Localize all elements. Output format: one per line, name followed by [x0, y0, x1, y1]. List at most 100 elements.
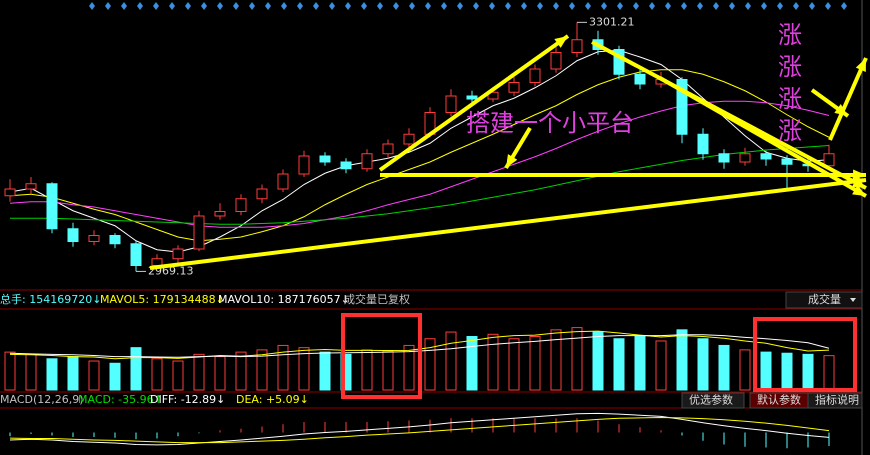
candle-body	[634, 73, 646, 85]
volume-bar	[529, 336, 541, 391]
indicator-diamond	[473, 2, 479, 10]
candle-body	[508, 82, 520, 93]
candle-body	[529, 68, 541, 83]
indicator-diamond	[121, 2, 127, 10]
annotation-arrow	[659, 76, 867, 198]
indicator-diamond	[793, 2, 799, 10]
indicator-diamond	[345, 2, 351, 10]
indicator-diamond	[169, 2, 175, 10]
macd-legend-item: MACD: -35.96↑	[78, 393, 163, 406]
volume-bar	[571, 327, 583, 391]
candle-body	[361, 153, 373, 170]
volume-bar	[109, 362, 121, 391]
macd-legend-item: MACD(12,26,9)	[0, 393, 84, 406]
candle-body	[130, 243, 142, 266]
rise-annotation: 涨	[778, 21, 802, 49]
indicator-diamond	[697, 2, 703, 10]
volume-bar	[277, 344, 289, 391]
indicator-diamond	[281, 2, 287, 10]
rise-annotation: 涨	[778, 53, 802, 81]
candle-body	[340, 161, 352, 170]
indicator-diamond	[713, 2, 719, 10]
candle-body	[466, 95, 478, 100]
volume-bar	[193, 353, 205, 391]
indicator-diamond	[313, 2, 319, 10]
indicator-diamond	[505, 2, 511, 10]
volume-bar	[424, 338, 436, 391]
indicator-diamond	[89, 2, 95, 10]
volume-bar	[697, 338, 709, 391]
candle-body	[46, 183, 58, 230]
volume-bar	[613, 338, 625, 391]
volume-dropdown	[785, 291, 863, 309]
candle-body	[4, 188, 16, 197]
macd-line	[9, 412, 830, 446]
candle-body	[172, 248, 184, 260]
rise-annotation: 涨	[778, 117, 802, 145]
volume-legend-item: 总手: 154169720↓	[0, 292, 101, 306]
candle-body	[214, 211, 226, 217]
indicator-diamond	[601, 2, 607, 10]
candle-body	[718, 153, 730, 163]
volume-bar	[256, 349, 268, 391]
candle-body	[760, 153, 772, 160]
moving-average-line	[9, 69, 830, 242]
indicator-button[interactable]	[807, 392, 863, 409]
volume-bar	[445, 331, 457, 391]
moving-average-line	[9, 100, 830, 228]
platform-annotation: 搭建一个小平台	[466, 109, 634, 137]
candle-body	[382, 143, 394, 155]
indicator-diamond	[841, 2, 847, 10]
candle-body	[235, 198, 247, 212]
indicator-diamond	[649, 2, 655, 10]
indicator-diamond	[745, 2, 751, 10]
candle-body	[823, 153, 835, 167]
candle-body	[697, 133, 709, 155]
rise-annotation: 涨	[778, 85, 802, 113]
highlight-box	[341, 313, 422, 399]
indicator-diamond	[329, 2, 335, 10]
candle-body	[256, 188, 268, 200]
volume-bar	[235, 351, 247, 391]
candle-body	[613, 49, 625, 75]
candle-body	[781, 158, 793, 165]
volume-bar	[655, 340, 667, 391]
indicator-diamond	[553, 2, 559, 10]
indicator-diamond	[249, 2, 255, 10]
indicator-diamond	[377, 2, 383, 10]
volume-dropdown-label: 成交量	[808, 292, 841, 306]
indicator-diamond	[633, 2, 639, 10]
indicator-diamond	[425, 2, 431, 10]
macd-line	[9, 416, 830, 444]
volume-bar	[739, 349, 751, 391]
volume-bar	[802, 353, 814, 391]
indicator-diamond	[441, 2, 447, 10]
moving-average-line	[9, 49, 830, 253]
indicator-diamond	[585, 2, 591, 10]
arrow-head	[852, 184, 866, 196]
arrow-head	[853, 169, 866, 181]
volume-legend-item: 成交量已复权	[344, 292, 410, 306]
indicator-diamond	[265, 2, 271, 10]
candle-body	[277, 173, 289, 190]
indicator-button[interactable]	[681, 392, 745, 409]
volume-bar	[382, 350, 394, 391]
indicator-button-label[interactable]: 默认参数	[757, 393, 801, 407]
indicator-diamond	[617, 2, 623, 10]
indicator-diamond	[361, 2, 367, 10]
dropdown-caret	[850, 298, 856, 302]
indicator-button-label[interactable]: 指标说明	[815, 393, 859, 407]
indicator-diamond	[137, 2, 143, 10]
candle-body	[676, 79, 688, 135]
indicator-diamond	[105, 2, 111, 10]
indicator-button-label[interactable]: 优选参数	[689, 393, 733, 407]
indicator-diamond	[681, 2, 687, 10]
volume-bar	[823, 355, 835, 391]
macd-legend-item: DIFF: -12.89↓	[150, 393, 225, 406]
volume-bar	[466, 336, 478, 391]
candle-body	[571, 39, 583, 53]
arrow-head	[855, 58, 866, 72]
candle-body	[445, 95, 457, 113]
indicator-diamond	[537, 2, 543, 10]
volume-bar	[781, 352, 793, 391]
